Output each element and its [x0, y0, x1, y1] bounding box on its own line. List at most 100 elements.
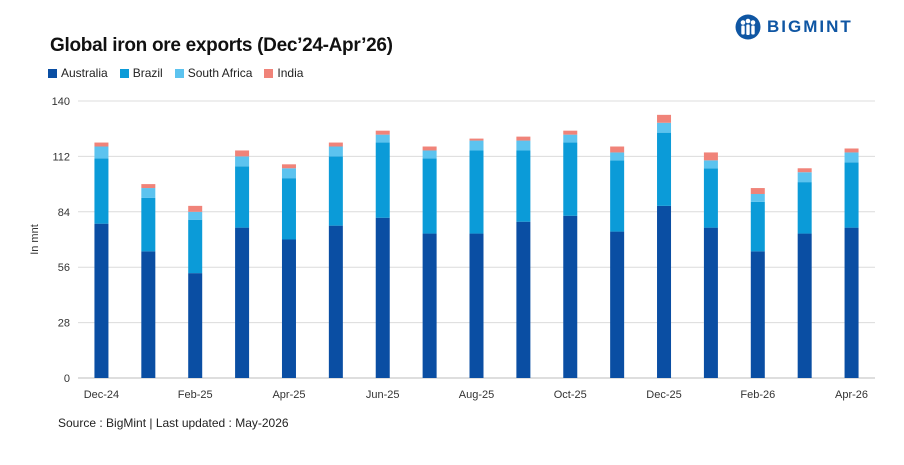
y-tick-label: 84: [58, 207, 70, 219]
bar-segment-australia: [703, 227, 718, 378]
bar-segment-brazil: [610, 160, 625, 232]
bar-segment-south-africa: [610, 152, 625, 161]
x-tick-label: Feb-25: [178, 389, 213, 401]
legend-item-south-africa: South Africa: [174, 66, 253, 80]
bar-segment-brazil: [188, 219, 203, 274]
bar-segment-south-africa: [235, 156, 250, 167]
y-tick-label: 140: [52, 96, 70, 108]
bar-segment-south-africa: [94, 146, 109, 159]
x-tick-label: Dec-25: [646, 389, 681, 401]
y-axis-label: In mnt: [29, 224, 41, 255]
bar-segment-south-africa: [281, 168, 296, 179]
bar-segment-australia: [141, 251, 156, 378]
legend-swatch-brazil: [119, 68, 129, 78]
bar-segment-brazil: [657, 132, 672, 206]
bar-segment-india: [563, 130, 578, 135]
source-note: Source : BigMint | Last updated : May-20…: [58, 416, 289, 430]
legend-label-brazil: Brazil: [132, 66, 163, 80]
bar-segment-india: [375, 130, 390, 135]
bar-segment-brazil: [235, 166, 250, 228]
bar-segment-south-africa: [141, 188, 156, 198]
bar-segment-south-africa: [516, 140, 531, 151]
x-tick-label: Aug-25: [459, 389, 494, 401]
bar-segment-brazil: [281, 178, 296, 240]
bar-segment-south-africa: [422, 150, 437, 159]
y-tick-label: 0: [64, 373, 70, 385]
bar-segment-south-africa: [844, 152, 859, 163]
bar-segment-india: [610, 146, 625, 153]
bar-segment-australia: [235, 227, 250, 378]
x-tick-label: Feb-26: [740, 389, 775, 401]
bar-segment-south-africa: [797, 172, 812, 183]
bar-segment-india: [844, 148, 859, 153]
bar-segment-brazil: [750, 201, 765, 252]
bar-segment-brazil: [422, 158, 437, 234]
bar-segment-india: [235, 150, 250, 157]
x-tick-label: Dec-24: [84, 389, 119, 401]
bar-segment-australia: [94, 223, 109, 378]
bar-segment-brazil: [516, 150, 531, 222]
bar-segment-india: [94, 142, 109, 147]
legend-item-brazil: Brazil: [119, 66, 163, 80]
bar-segment-australia: [657, 205, 672, 378]
bar-segment-india: [281, 164, 296, 169]
chart-legend: Australia Brazil South Africa India: [48, 66, 303, 80]
bar-segment-brazil: [469, 150, 484, 234]
bar-segment-australia: [750, 251, 765, 378]
x-tick-label: Apr-26: [835, 389, 868, 401]
bar-segment-australia: [188, 273, 203, 378]
bar-segment-australia: [797, 233, 812, 378]
legend-label-south-africa: South Africa: [187, 66, 253, 80]
bar-segment-australia: [469, 233, 484, 378]
legend-item-india: India: [264, 66, 303, 80]
legend-swatch-india: [264, 68, 274, 78]
bar-segment-brazil: [328, 156, 343, 226]
brand-logo: BIGMINT: [735, 14, 853, 40]
bar-segment-brazil: [797, 182, 812, 234]
bar-segment-india: [750, 188, 765, 194]
bar-segment-australia: [328, 225, 343, 378]
bar-segment-australia: [610, 231, 625, 378]
bigmint-logo-icon: [735, 14, 761, 40]
bar-segment-india: [141, 184, 156, 189]
bar-segment-brazil: [375, 142, 390, 218]
bar-segment-australia: [563, 215, 578, 378]
bar-segment-south-africa: [563, 134, 578, 143]
bar-segment-south-africa: [375, 134, 390, 143]
bar-segment-india: [657, 114, 672, 123]
bar-segment-australia: [516, 221, 531, 378]
legend-swatch-australia: [48, 68, 57, 78]
bar-segment-brazil: [141, 197, 156, 252]
bar-segment-south-africa: [657, 122, 672, 133]
bar-segment-india: [328, 142, 343, 147]
bar-segment-south-africa: [328, 146, 343, 157]
bar-segment-south-africa: [188, 211, 203, 220]
legend-swatch-south-africa: [174, 68, 184, 78]
bar-segment-brazil: [844, 162, 859, 228]
legend-item-australia: Australia: [48, 66, 108, 80]
bar-segment-india: [703, 152, 718, 161]
y-tick-label: 28: [58, 318, 70, 330]
y-tick-label: 112: [52, 151, 70, 163]
bar-segment-brazil: [563, 142, 578, 216]
bar-segment-brazil: [94, 158, 109, 224]
chart-title: Global iron ore exports (Dec’24-Apr’26): [50, 35, 393, 56]
bar-segment-south-africa: [469, 140, 484, 151]
bar-segment-australia: [422, 233, 437, 378]
x-tick-label: Jun-25: [366, 389, 400, 401]
legend-label-india: India: [277, 66, 304, 80]
brand-name: BIGMINT: [767, 17, 853, 36]
bar-segment-brazil: [703, 168, 718, 228]
bar-segment-india: [188, 205, 203, 212]
x-tick-label: Oct-25: [554, 389, 587, 401]
bar-segment-australia: [281, 239, 296, 378]
bar-segment-india: [422, 146, 437, 151]
x-tick-label: Apr-25: [272, 389, 305, 401]
y-tick-label: 56: [58, 262, 70, 274]
legend-label-australia: Australia: [61, 66, 108, 80]
bar-segment-australia: [844, 227, 859, 378]
bar-segment-india: [469, 138, 484, 141]
bar-segment-india: [516, 136, 531, 141]
bar-segment-india: [797, 168, 812, 173]
